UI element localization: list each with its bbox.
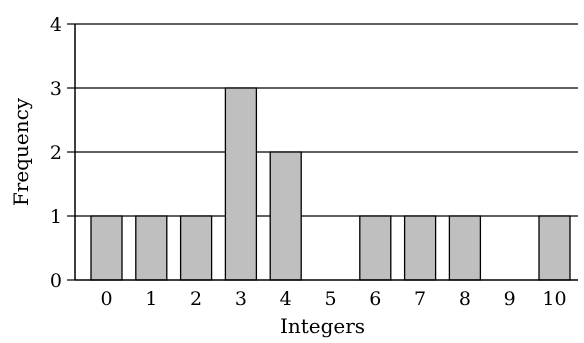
y-tick-label: 1 bbox=[50, 206, 62, 228]
x-tick-label: 10 bbox=[542, 288, 566, 310]
bar-4 bbox=[269, 151, 302, 281]
x-tick-label: 7 bbox=[414, 288, 426, 310]
gridlines bbox=[75, 23, 578, 217]
bar-8 bbox=[448, 215, 482, 281]
x-tick-label: 0 bbox=[100, 288, 112, 310]
x-axis-label: Integers bbox=[280, 314, 365, 338]
bar-1 bbox=[135, 215, 168, 281]
x-tick-label: 3 bbox=[235, 288, 247, 310]
x-tick-label: 2 bbox=[190, 288, 202, 310]
x-tick-label: 8 bbox=[459, 288, 471, 310]
y-axis-label: Frequency bbox=[9, 97, 33, 206]
x-tick-labels: 0 1 2 3 4 5 6 7 8 9 10 bbox=[100, 288, 566, 310]
bar-2 bbox=[179, 215, 213, 281]
bar-3 bbox=[224, 87, 258, 281]
y-tick-labels: 0 1 2 3 4 bbox=[50, 14, 75, 292]
x-tick-label: 4 bbox=[280, 288, 292, 310]
x-tick-label: 1 bbox=[145, 288, 157, 310]
x-tick-label: 5 bbox=[324, 288, 336, 310]
y-tick-label: 2 bbox=[50, 142, 62, 164]
x-tick-label: 9 bbox=[504, 288, 516, 310]
bar-0 bbox=[90, 215, 123, 281]
bars bbox=[90, 87, 571, 281]
y-tick-label: 0 bbox=[50, 270, 62, 292]
bar-7 bbox=[403, 215, 437, 281]
x-tick-label: 6 bbox=[369, 288, 381, 310]
y-tick-label: 3 bbox=[50, 78, 62, 100]
y-tick-label: 4 bbox=[50, 14, 62, 36]
bar-10 bbox=[538, 215, 571, 281]
bar-6 bbox=[359, 215, 392, 281]
